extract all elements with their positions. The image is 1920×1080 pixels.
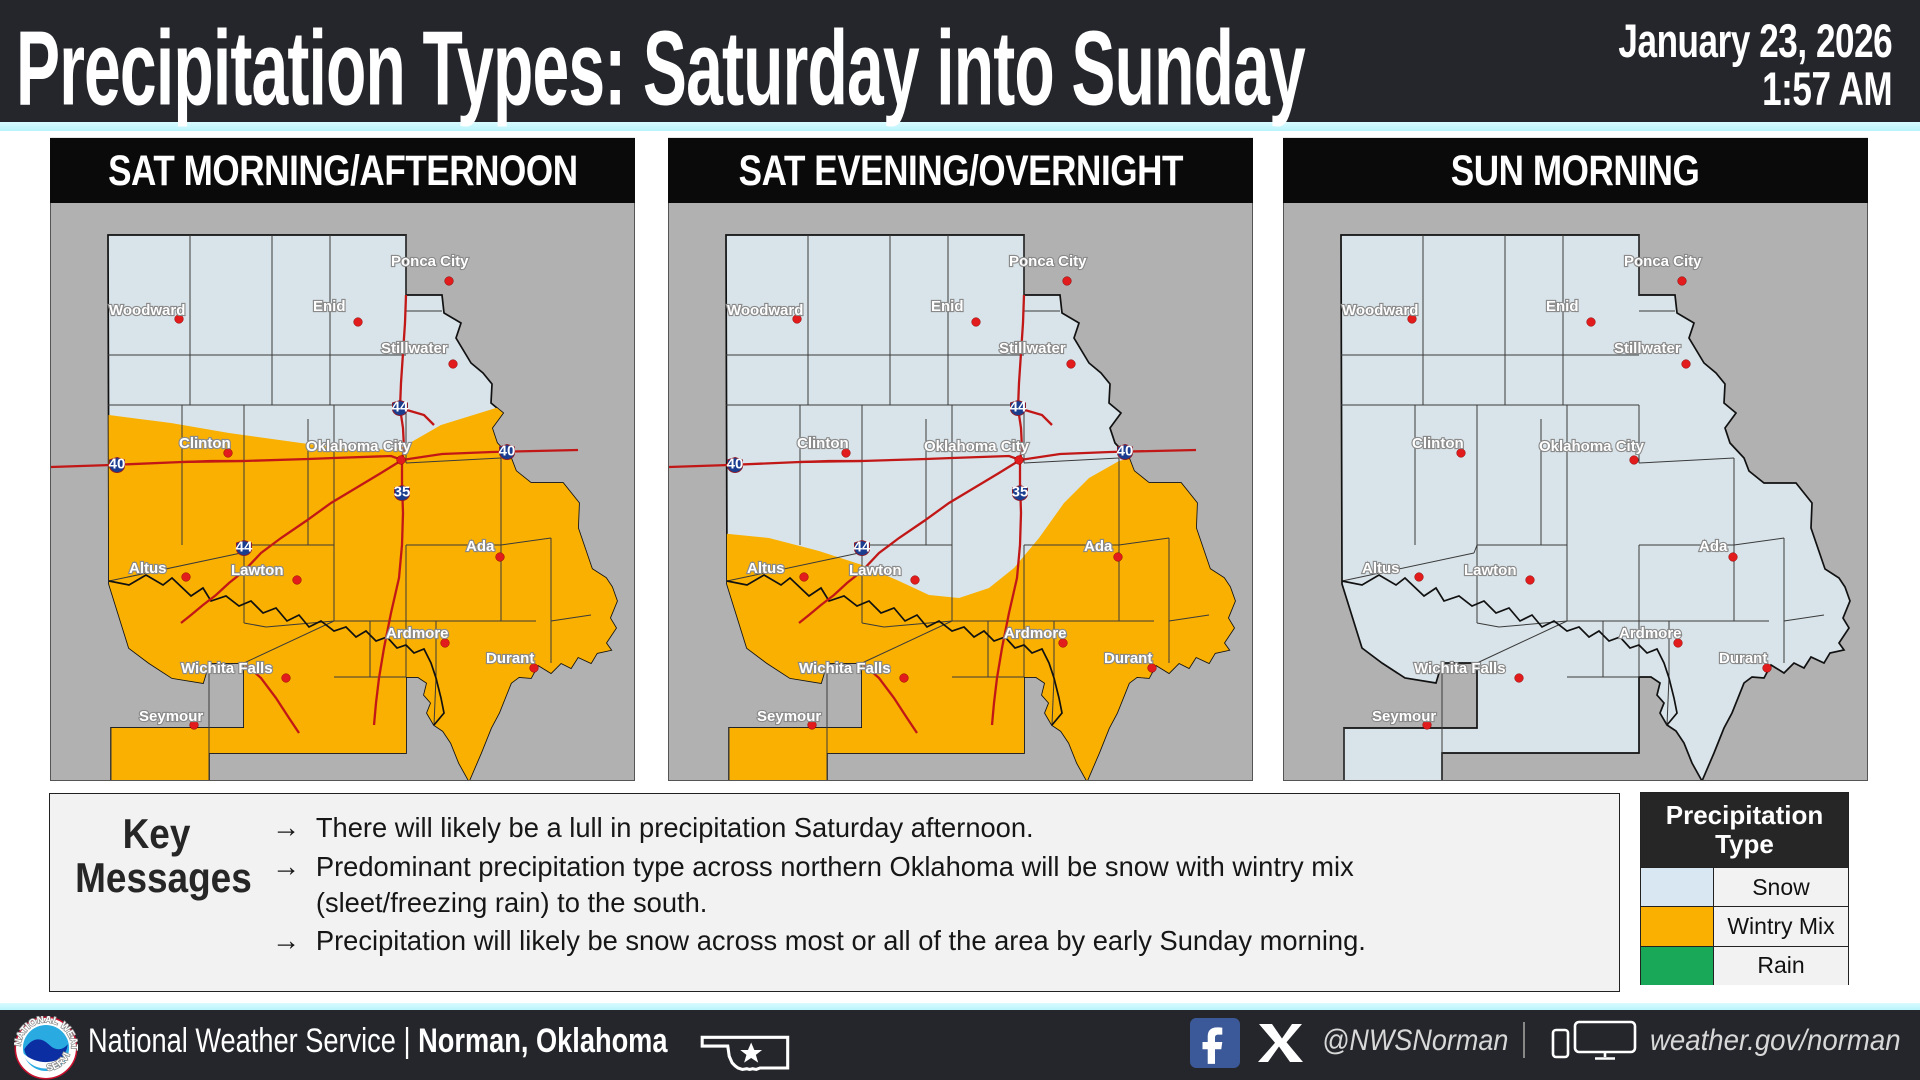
svg-text:Ponca City: Ponca City [391, 253, 469, 270]
svg-text:Lawton: Lawton [849, 562, 902, 579]
svg-text:Altus: Altus [747, 560, 785, 577]
svg-text:44: 44 [854, 539, 871, 556]
svg-text:Altus: Altus [1362, 560, 1400, 577]
svg-text:Oklahoma City: Oklahoma City [924, 438, 1030, 455]
svg-text:40: 40 [727, 456, 744, 473]
svg-text:Stillwater: Stillwater [999, 340, 1066, 357]
svg-text:Ada: Ada [1699, 538, 1728, 555]
svg-text:Enid: Enid [313, 298, 346, 315]
svg-text:Woodward: Woodward [109, 302, 185, 319]
svg-text:44: 44 [236, 539, 253, 556]
svg-text:Durant: Durant [486, 650, 534, 667]
svg-text:40: 40 [1117, 443, 1134, 460]
svg-text:Ada: Ada [1084, 538, 1113, 555]
svg-text:Ponca City: Ponca City [1009, 253, 1087, 270]
svg-text:Oklahoma City: Oklahoma City [1539, 438, 1645, 455]
svg-text:Oklahoma City: Oklahoma City [306, 438, 412, 455]
svg-text:Wichita Falls: Wichita Falls [1414, 660, 1506, 677]
svg-text:Clinton: Clinton [797, 435, 849, 452]
svg-text:Ardmore: Ardmore [386, 625, 449, 642]
svg-text:Enid: Enid [1546, 298, 1579, 315]
svg-text:Stillwater: Stillwater [381, 340, 448, 357]
svg-text:Ada: Ada [466, 538, 495, 555]
svg-text:Durant: Durant [1719, 650, 1767, 667]
svg-text:Wichita Falls: Wichita Falls [181, 660, 273, 677]
svg-text:Seymour: Seymour [139, 708, 203, 725]
svg-text:Ardmore: Ardmore [1619, 625, 1682, 642]
svg-text:35: 35 [1012, 484, 1029, 501]
svg-text:Enid: Enid [931, 298, 964, 315]
svg-text:40: 40 [499, 443, 516, 460]
svg-text:40: 40 [109, 456, 126, 473]
svg-text:Stillwater: Stillwater [1614, 340, 1681, 357]
svg-text:35: 35 [394, 484, 411, 501]
svg-text:Lawton: Lawton [231, 562, 284, 579]
svg-text:Seymour: Seymour [1372, 708, 1436, 725]
svg-text:44: 44 [1010, 399, 1027, 416]
svg-text:Woodward: Woodward [1342, 302, 1418, 319]
svg-text:Seymour: Seymour [757, 708, 821, 725]
svg-text:Durant: Durant [1104, 650, 1152, 667]
svg-text:Clinton: Clinton [1412, 435, 1464, 452]
svg-text:Ardmore: Ardmore [1004, 625, 1067, 642]
svg-text:44: 44 [392, 399, 409, 416]
svg-text:Woodward: Woodward [727, 302, 803, 319]
svg-text:Lawton: Lawton [1464, 562, 1517, 579]
svg-text:Clinton: Clinton [179, 435, 231, 452]
svg-text:Altus: Altus [129, 560, 167, 577]
svg-text:Ponca City: Ponca City [1624, 253, 1702, 270]
svg-text:Wichita Falls: Wichita Falls [799, 660, 891, 677]
